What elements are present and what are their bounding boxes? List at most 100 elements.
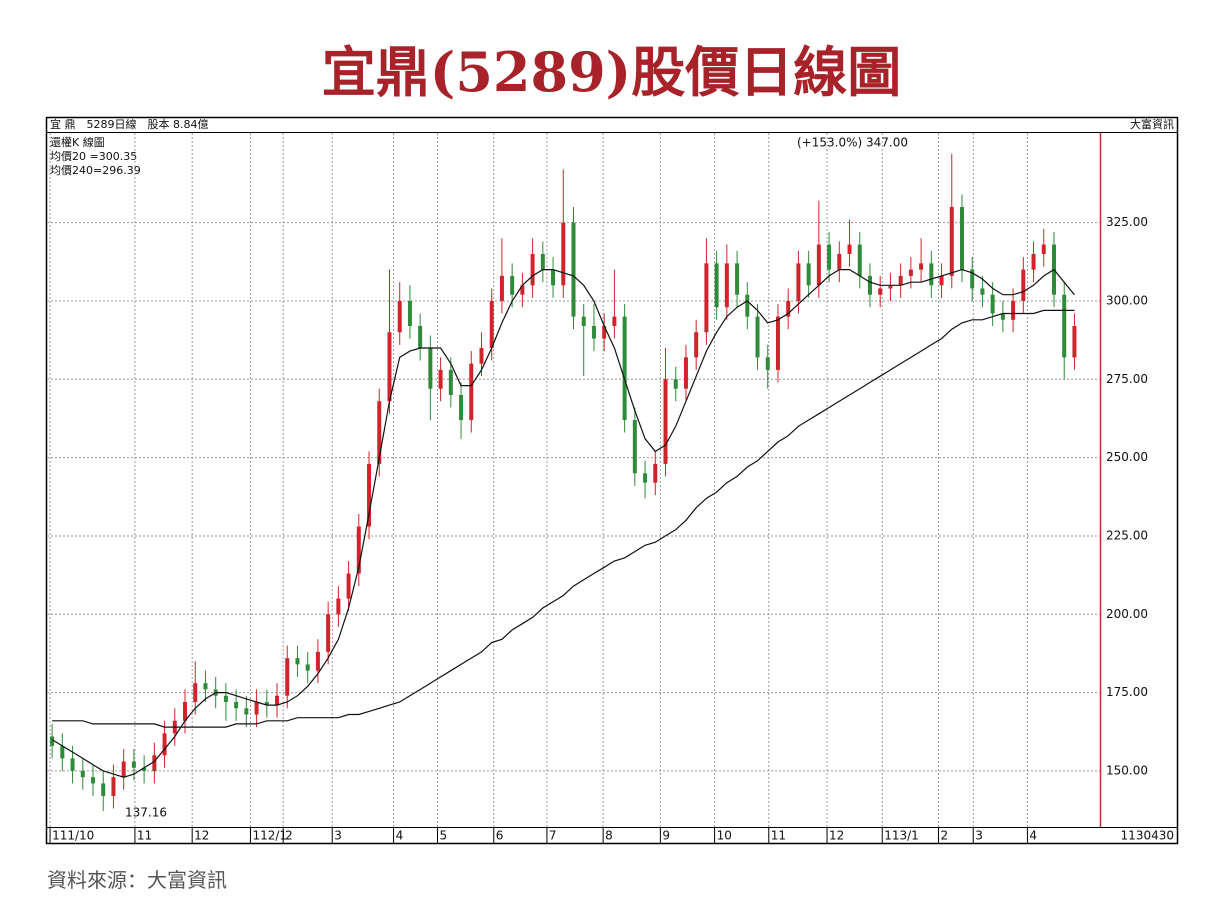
candle-body	[1031, 253, 1036, 270]
candle-body	[908, 269, 913, 276]
candle-body	[530, 253, 535, 286]
candle-body	[796, 263, 801, 301]
candle-body	[162, 733, 167, 756]
candle-body	[837, 253, 842, 270]
candle-body	[745, 294, 750, 317]
candle-body	[407, 300, 412, 327]
candle-body	[1072, 326, 1077, 358]
x-tick-label: 8	[605, 829, 613, 843]
x-tick-label: 5	[440, 829, 448, 843]
candle-body	[223, 695, 228, 702]
x-tick-label: 112/1	[252, 829, 287, 843]
candle-body	[673, 379, 678, 389]
candle-body	[326, 614, 331, 652]
y-tick-label: 275.00	[1106, 372, 1148, 386]
candle-body	[827, 244, 832, 270]
x-tick-label: 7	[549, 829, 557, 843]
header-left: 宜 鼎 5289日線 股本 8.84億	[50, 117, 208, 131]
candle-body	[898, 275, 903, 286]
candle-body	[591, 326, 596, 339]
candle-body	[346, 573, 351, 599]
y-tick-label: 225.00	[1106, 528, 1148, 542]
candle-body	[295, 658, 300, 665]
moving-average-line	[52, 309, 1075, 728]
header-right: 大富資訊	[1130, 117, 1174, 131]
candle-body	[571, 222, 576, 317]
candle-body	[1062, 294, 1067, 358]
candle-body	[183, 701, 188, 721]
x-tick-label: 11	[771, 829, 786, 843]
candle-body	[336, 598, 341, 615]
x-tick-label: 11	[137, 829, 152, 843]
candle-body	[489, 300, 494, 348]
chart-title: 宜鼎(5289)股價日線圖	[321, 40, 902, 104]
candle-body	[949, 206, 954, 276]
candle-body	[714, 263, 719, 308]
y-tick-label: 300.00	[1106, 293, 1148, 307]
candle-body	[888, 285, 893, 289]
candle-body	[479, 347, 484, 364]
candle-body	[80, 770, 85, 778]
candle-body	[275, 695, 280, 706]
candle-body	[520, 285, 525, 295]
candle-body	[1041, 244, 1046, 254]
candle-body	[254, 701, 259, 715]
x-tick-label: 4	[396, 829, 404, 843]
legend-title: 還權K 線圖	[50, 135, 105, 149]
candle-body	[111, 777, 116, 796]
candle-body	[101, 783, 106, 796]
chart-frame	[45, 116, 1179, 845]
candle-body	[980, 288, 985, 295]
candle-body	[561, 222, 566, 286]
candle-body	[315, 651, 320, 671]
source-note: 資料來源：大富資訊	[47, 868, 227, 892]
annotation: 137.16	[125, 806, 167, 820]
x-tick-label: 3	[975, 829, 983, 843]
candle-body	[499, 275, 504, 301]
candle-body	[755, 316, 760, 358]
candle-body	[131, 761, 136, 768]
candle-body	[612, 316, 617, 327]
x-tick-label: 113/1	[884, 829, 919, 843]
candle-body	[765, 357, 770, 370]
y-tick-label: 200.00	[1106, 607, 1148, 621]
x-tick-label: 4	[1029, 829, 1037, 843]
candle-body	[1011, 300, 1016, 320]
candle-body	[397, 300, 402, 333]
candle-body	[305, 664, 310, 671]
candle-body	[91, 777, 96, 784]
candle-body	[285, 658, 290, 696]
annotation: (+153.0%) 347.00	[797, 136, 908, 150]
candle-body	[244, 708, 249, 715]
candle-body	[632, 420, 637, 474]
candle-body	[193, 683, 198, 702]
candle-body	[643, 473, 648, 483]
candle-body	[581, 316, 586, 327]
candle-body	[959, 206, 964, 270]
candle-body	[929, 263, 934, 286]
x-tick-label: 111/10	[52, 829, 94, 843]
candle-body	[857, 244, 862, 276]
candle-body	[448, 369, 453, 395]
candle-body	[387, 332, 392, 402]
candle-body	[264, 701, 269, 706]
candle-body	[142, 767, 147, 771]
moving-average-line	[51, 268, 1075, 778]
candle-body	[663, 379, 668, 464]
candle-body	[878, 288, 883, 295]
candle-body	[867, 275, 872, 295]
candle-body	[1000, 313, 1005, 320]
y-tick-label: 150.00	[1106, 763, 1148, 777]
candle-body	[70, 758, 75, 771]
candle-body	[653, 463, 658, 483]
y-tick-label: 250.00	[1106, 450, 1148, 464]
candle-body	[786, 300, 791, 317]
candle-body	[990, 294, 995, 314]
candle-body	[775, 316, 780, 370]
candle-body	[428, 347, 433, 389]
candle-body	[622, 316, 627, 421]
x-tick-label: 6	[496, 829, 504, 843]
candle-body	[121, 761, 126, 778]
candle-body	[356, 526, 361, 574]
candle-body	[919, 263, 924, 270]
